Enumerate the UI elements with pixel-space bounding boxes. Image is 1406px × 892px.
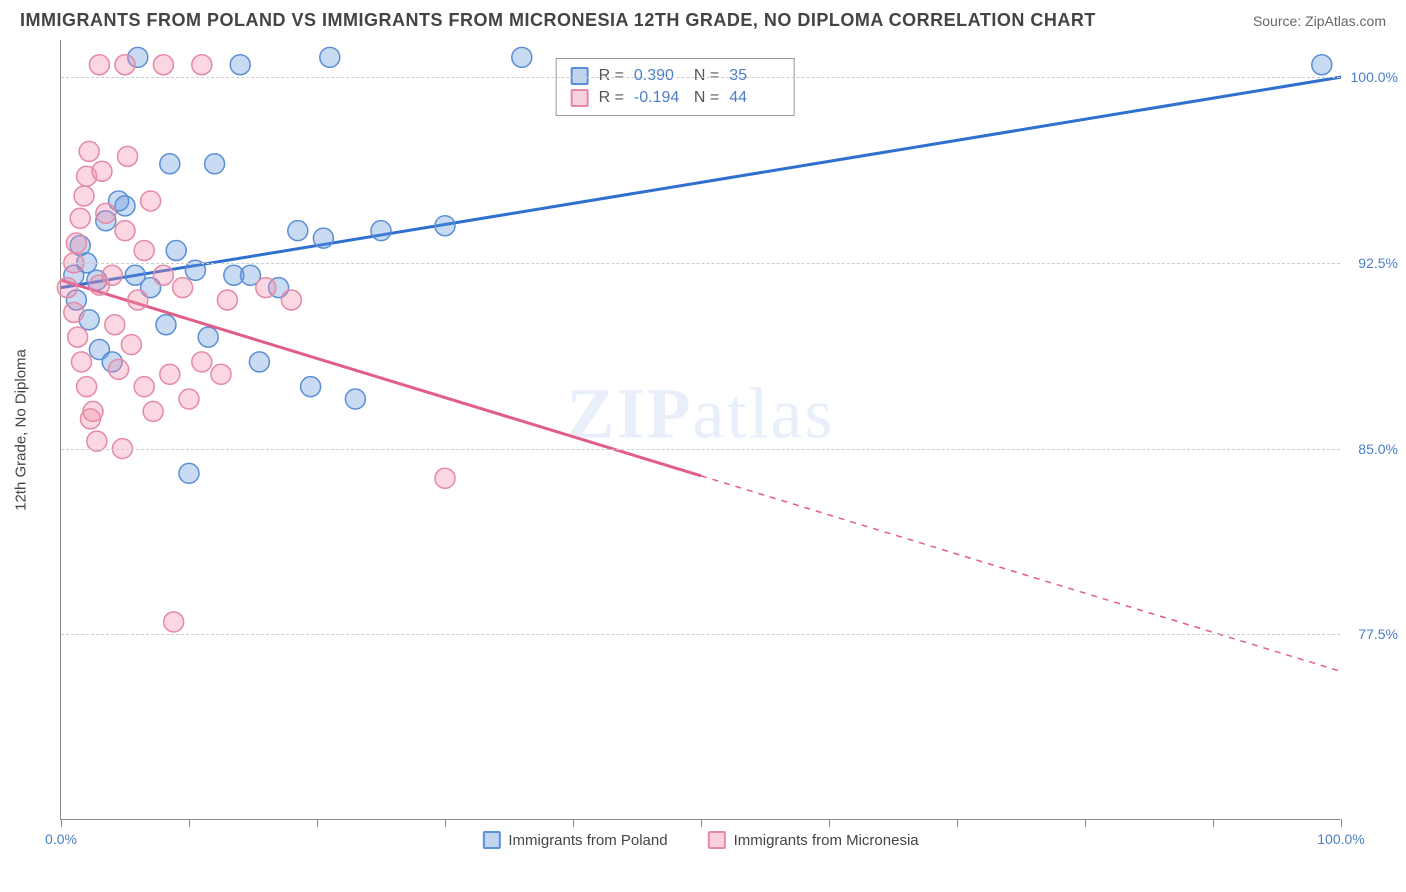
x-tick-label: 0.0% — [45, 831, 77, 847]
legend-item-1: Immigrants from Poland — [482, 831, 667, 849]
series-2-r-value: -0.194 — [634, 89, 684, 107]
stats-legend-box: R = 0.390 N = 35 R = -0.194 N = 44 — [556, 58, 795, 116]
y-tick-label: 100.0% — [1344, 69, 1398, 85]
series-1-n-value: 35 — [729, 67, 779, 85]
source-attribution: Source: ZipAtlas.com — [1253, 13, 1386, 29]
series-1-r-value: 0.390 — [634, 67, 684, 85]
bottom-legend: Immigrants from Poland Immigrants from M… — [482, 831, 918, 849]
chart-title: IMMIGRANTS FROM POLAND VS IMMIGRANTS FRO… — [20, 10, 1096, 31]
stats-row-series-2: R = -0.194 N = 44 — [571, 87, 780, 109]
legend-label-2: Immigrants from Micronesia — [734, 832, 919, 849]
chart-plot-area: 12th Grade, No Diploma ZIPatlas R = 0.39… — [60, 40, 1340, 820]
series-2-n-value: 44 — [729, 89, 779, 107]
legend-swatch-pink — [708, 831, 726, 849]
x-tick-label: 100.0% — [1317, 831, 1364, 847]
series-2-swatch — [571, 89, 589, 107]
legend-item-2: Immigrants from Micronesia — [708, 831, 919, 849]
legend-label-1: Immigrants from Poland — [508, 832, 667, 849]
y-tick-label: 77.5% — [1344, 626, 1398, 642]
legend-swatch-blue — [482, 831, 500, 849]
stats-row-series-1: R = 0.390 N = 35 — [571, 65, 780, 87]
y-tick-label: 92.5% — [1344, 255, 1398, 271]
y-tick-label: 85.0% — [1344, 441, 1398, 457]
y-axis-label: 12th Grade, No Diploma — [13, 349, 30, 511]
series-1-swatch — [571, 67, 589, 85]
